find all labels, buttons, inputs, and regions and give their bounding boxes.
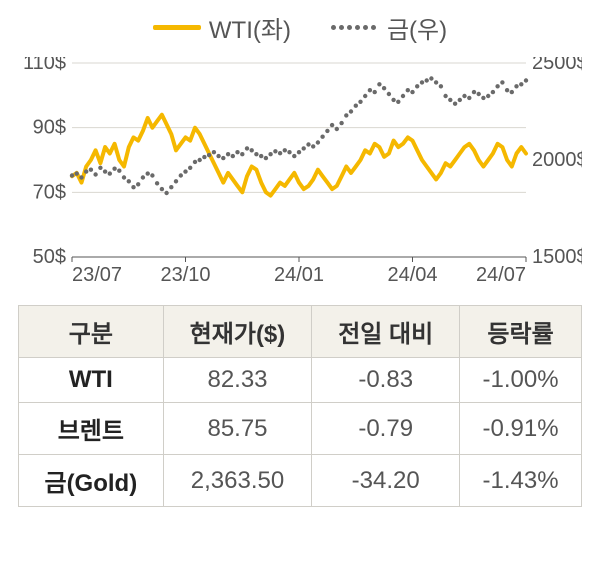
chart-area: 50$ 70$ 90$ 110$ 1500$ 2000$ 2500$ 23/07 23/10 24… — [18, 57, 582, 287]
table-row: WTI 82.33 -0.83 -1.00% — [19, 358, 582, 403]
col-header: 전일 대비 — [312, 306, 460, 358]
figure-container: WTI(좌) 금(우) 50$ 70$ 90$ 110$ 1500$ 2000$ 2500$… — [0, 0, 600, 517]
legend-swatch-dots — [331, 25, 379, 30]
col-header: 현재가($) — [163, 306, 312, 358]
svg-text:70$: 70$ — [33, 181, 66, 203]
svg-text:24/04: 24/04 — [387, 264, 437, 286]
row-label: 브렌트 — [19, 403, 164, 455]
table-header-row: 구분 현재가($) 전일 대비 등락률 — [19, 306, 582, 358]
chart-svg: 50$ 70$ 90$ 110$ 1500$ 2000$ 2500$ 23/07 23/10 24… — [18, 57, 582, 287]
svg-text:90$: 90$ — [33, 117, 66, 139]
svg-text:24/07: 24/07 — [476, 264, 526, 286]
svg-text:110$: 110$ — [23, 57, 66, 74]
svg-text:50$: 50$ — [33, 246, 66, 268]
cell-change: -0.79 — [312, 403, 460, 455]
row-label: WTI — [19, 358, 164, 403]
cell-change: -0.83 — [312, 358, 460, 403]
cell-pct: -1.00% — [460, 358, 582, 403]
svg-text:23/10: 23/10 — [160, 264, 210, 286]
legend-label-wti: WTI(좌) — [209, 10, 291, 45]
row-label: 금(Gold) — [19, 455, 164, 507]
chart-legend: WTI(좌) 금(우) — [18, 10, 582, 45]
svg-text:24/01: 24/01 — [274, 264, 324, 286]
cell-price: 2,363.50 — [163, 455, 312, 507]
cell-pct: -0.91% — [460, 403, 582, 455]
cell-price: 82.33 — [163, 358, 312, 403]
cell-pct: -1.43% — [460, 455, 582, 507]
legend-swatch-line — [153, 25, 201, 30]
col-header: 등락률 — [460, 306, 582, 358]
svg-text:23/07: 23/07 — [72, 264, 122, 286]
legend-label-gold: 금(우) — [387, 10, 447, 45]
legend-item-gold: 금(우) — [331, 10, 447, 45]
cell-price: 85.75 — [163, 403, 312, 455]
table-row: 금(Gold) 2,363.50 -34.20 -1.43% — [19, 455, 582, 507]
table-row: 브렌트 85.75 -0.79 -0.91% — [19, 403, 582, 455]
svg-text:1500$: 1500$ — [532, 246, 582, 268]
col-header: 구분 — [19, 306, 164, 358]
svg-text:2000$: 2000$ — [532, 149, 582, 171]
price-table: 구분 현재가($) 전일 대비 등락률 WTI 82.33 -0.83 -1.0… — [18, 305, 582, 507]
legend-item-wti: WTI(좌) — [153, 10, 291, 45]
cell-change: -34.20 — [312, 455, 460, 507]
svg-text:2500$: 2500$ — [532, 57, 582, 74]
